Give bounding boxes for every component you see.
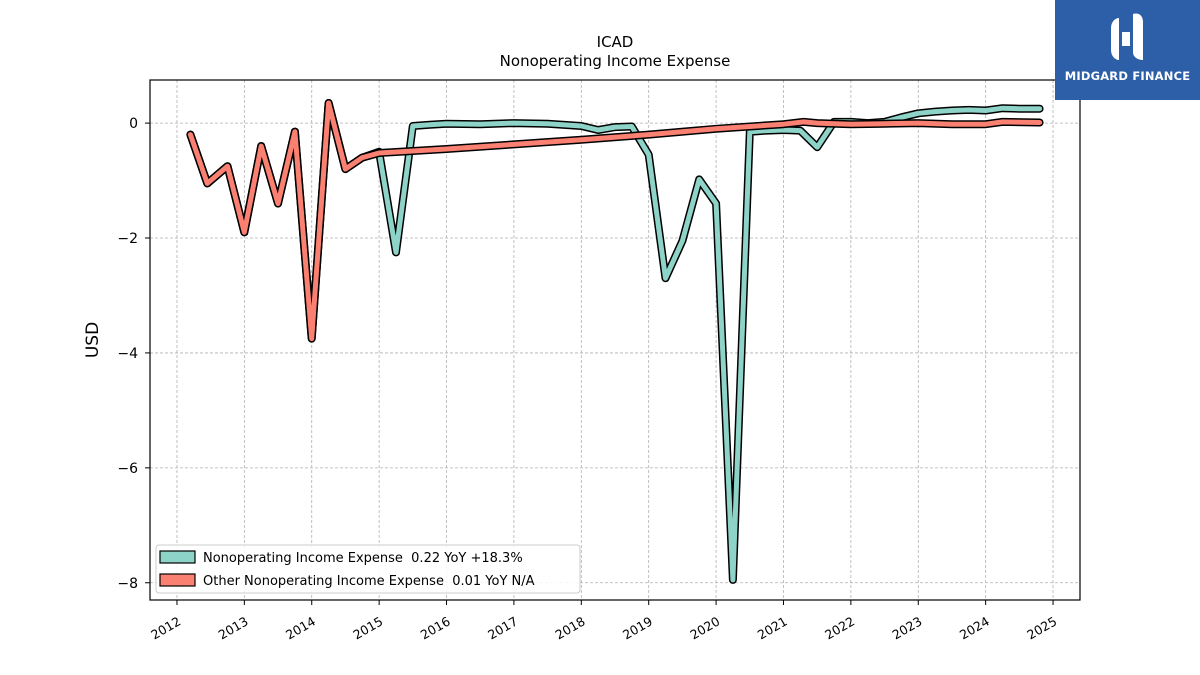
y-tick-label: −2 (117, 231, 138, 247)
y-tick-label: −6 (117, 461, 138, 477)
x-tick-label: 2023 (890, 614, 925, 643)
logo-text: MIDGARD FINANCE (1064, 69, 1191, 83)
x-tick-label: 2014 (283, 614, 318, 643)
x-tick-label: 2015 (350, 614, 385, 643)
x-tick-label: 2017 (485, 614, 520, 643)
x-tick-label: 2024 (957, 614, 992, 643)
x-axis: 2012 2013 2014 2015 2016 2017 2018 2019 2020 2021… (148, 600, 1059, 642)
legend-label-other: Other Nonoperating Income Expense 0.01 Y… (203, 574, 535, 589)
x-tick-label: 2013 (216, 614, 251, 643)
legend-swatch-nonoperating (159, 550, 196, 564)
y-axis: 0 −2 −4 −6 −8 (117, 116, 150, 592)
series-line-other (187, 100, 1043, 342)
x-tick-label: 2018 (553, 614, 588, 643)
legend-swatch-other (159, 573, 196, 587)
series-line-nonoperating (187, 100, 1043, 583)
x-tick-label: 2012 (148, 614, 183, 643)
x-tick-label: 2016 (418, 614, 453, 643)
logo-mark-icon (1111, 13, 1143, 61)
y-tick-label: −8 (117, 576, 138, 592)
y-axis-label: USD (83, 322, 103, 358)
chart-title: ICAD (596, 33, 634, 51)
plot-frame (149, 79, 1081, 601)
series-layer (186, 99, 1044, 584)
legend-label-nonoperating: Nonoperating Income Expense 0.22 YoY +18… (203, 551, 523, 566)
x-tick-label: 2021 (755, 614, 790, 643)
x-tick-label: 2020 (687, 614, 722, 643)
x-tick-label: 2025 (1024, 614, 1059, 643)
legend-box (155, 544, 581, 594)
y-tick-label: 0 (129, 116, 138, 132)
series-outline-nonoperating (186, 99, 1044, 584)
brand-logo: MIDGARD FINANCE (1055, 0, 1200, 100)
x-tick-label: 2022 (822, 614, 857, 643)
x-tick-label: 2019 (620, 614, 655, 643)
y-tick-label: −4 (117, 346, 138, 362)
legend: Nonoperating Income Expense 0.22 YoY +18… (155, 544, 581, 594)
chart-subtitle: Nonoperating Income Expense (499, 52, 731, 70)
